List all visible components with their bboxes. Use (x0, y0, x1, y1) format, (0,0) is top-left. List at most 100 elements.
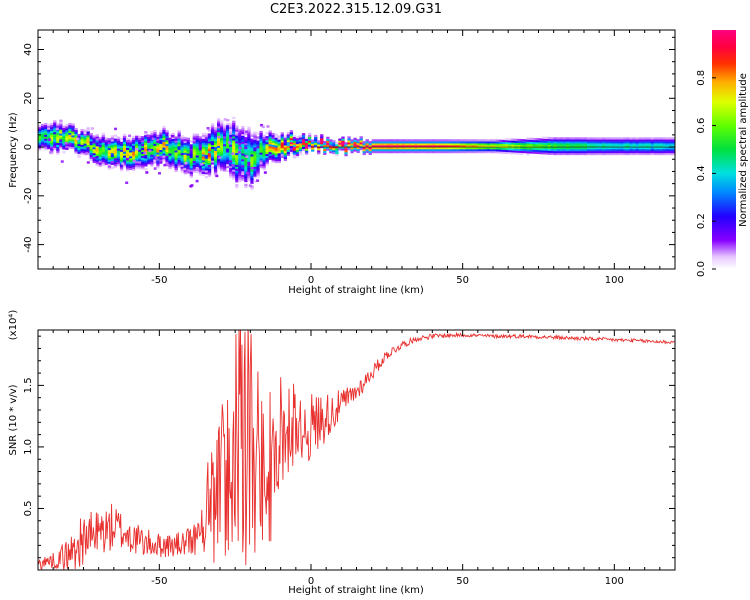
heatmap-cell (377, 147, 382, 150)
heatmap-cell (584, 141, 588, 144)
heatmap-cell (259, 130, 263, 134)
heatmap-cell (144, 140, 148, 144)
heatmap-cell (159, 157, 163, 160)
heatmap-cell (198, 159, 203, 162)
heatmap-cell (268, 155, 272, 158)
heatmap-cell (562, 143, 567, 146)
heatmap-cell (365, 150, 369, 154)
heatmap-cell (411, 143, 415, 146)
heatmap-cell (650, 143, 655, 146)
heatmap-cell (629, 141, 633, 144)
heatmap-cell (256, 155, 260, 159)
heatmap-cell (86, 135, 90, 138)
heatmap-cell (483, 141, 488, 144)
heatmap-cell (268, 144, 272, 147)
heatmap-cell (145, 171, 149, 174)
heatmap-cell (213, 168, 218, 171)
heatmap-cell (129, 138, 133, 141)
heatmap-cell (259, 148, 263, 151)
heatmap-cell (235, 125, 239, 128)
heatmap-cell (656, 139, 661, 142)
heatmap-cell (95, 144, 99, 147)
heatmap-cell (122, 137, 127, 141)
heatmap-cell (408, 139, 412, 142)
heatmap-cell (232, 132, 236, 135)
heatmap-cell (104, 149, 109, 152)
heatmap-cell (265, 151, 269, 154)
heatmap-cell (574, 139, 579, 142)
heatmap-cell (83, 141, 87, 144)
heatmap-cell (154, 156, 158, 159)
heatmap-cell (304, 150, 309, 153)
heatmap-cell (395, 143, 400, 146)
heatmap-cell (207, 162, 212, 165)
heatmap-cell (280, 155, 284, 159)
heatmap-cell (462, 149, 466, 152)
heatmap-cell (153, 135, 157, 139)
heatmap-cell (662, 145, 667, 148)
heatmap-cell (229, 148, 233, 151)
heatmap-cell (514, 144, 518, 147)
heatmap-cell (226, 134, 230, 137)
heatmap-cell (116, 152, 121, 155)
heatmap-cell (80, 128, 84, 132)
heatmap-cell (116, 148, 121, 151)
heatmap-cell (189, 155, 193, 159)
heatmap-cell (653, 149, 658, 152)
heatmap-cell (98, 152, 102, 155)
heatmap-cell (256, 150, 260, 153)
heatmap-cell (389, 139, 394, 142)
heatmap-cell (74, 149, 78, 152)
heatmap-cell (456, 145, 460, 148)
heatmap-cell (77, 147, 81, 150)
heatmap-cell (265, 141, 269, 145)
heatmap-cell (277, 153, 281, 156)
heatmap-cell (85, 152, 89, 155)
heatmap-cell (177, 147, 181, 151)
heatmap-cell (520, 150, 524, 154)
heatmap-cell (499, 141, 503, 144)
heatmap-cell (374, 147, 379, 150)
heatmap-cell (392, 141, 397, 144)
heatmap-cell (593, 150, 597, 154)
heatmap-cell (238, 148, 242, 151)
heatmap-cell (165, 132, 169, 135)
heatmap-cell (535, 138, 539, 141)
heatmap-cell (323, 140, 327, 144)
heatmap-cell (232, 124, 236, 127)
heatmap-cell (162, 131, 166, 135)
heatmap-cell (587, 143, 591, 146)
heatmap-cell (262, 156, 266, 159)
heatmap-cell (326, 138, 330, 141)
heatmap-cell (471, 139, 476, 142)
heatmap-cell (226, 152, 230, 155)
heatmap-cell (150, 164, 154, 167)
heatmap-cell (232, 138, 236, 141)
heatmap-cell (383, 143, 388, 146)
heatmap-cell (216, 131, 221, 135)
heatmap-cell (232, 122, 236, 125)
heatmap-cell (353, 139, 357, 142)
heatmap-cell (420, 149, 424, 152)
heatmap-cell (168, 151, 172, 154)
heatmap-cell (447, 143, 451, 146)
heatmap-cell (244, 160, 248, 163)
heatmap-cell (647, 150, 652, 154)
heatmap-cell (590, 150, 594, 154)
heatmap-cell (256, 169, 260, 172)
heatmap-cell (184, 161, 188, 165)
heatmap-cell (247, 163, 251, 166)
heatmap-cell (587, 141, 591, 144)
heatmap-cell (59, 125, 63, 128)
heatmap-cell (277, 149, 281, 152)
heatmap-cell (535, 143, 539, 147)
heatmap-cell (532, 151, 536, 154)
heatmap-cell (238, 158, 242, 161)
heatmap-cell (435, 149, 439, 152)
heatmap-cell (153, 151, 157, 154)
heatmap-cell (580, 141, 585, 144)
heatmap-cell (271, 160, 275, 163)
heatmap-cell (156, 146, 160, 149)
heatmap-cell (235, 178, 239, 181)
heatmap-cell (213, 127, 218, 130)
